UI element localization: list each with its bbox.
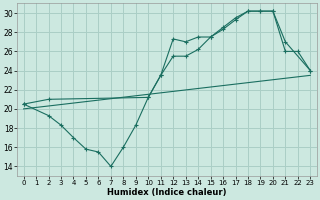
X-axis label: Humidex (Indice chaleur): Humidex (Indice chaleur) [107,188,227,197]
